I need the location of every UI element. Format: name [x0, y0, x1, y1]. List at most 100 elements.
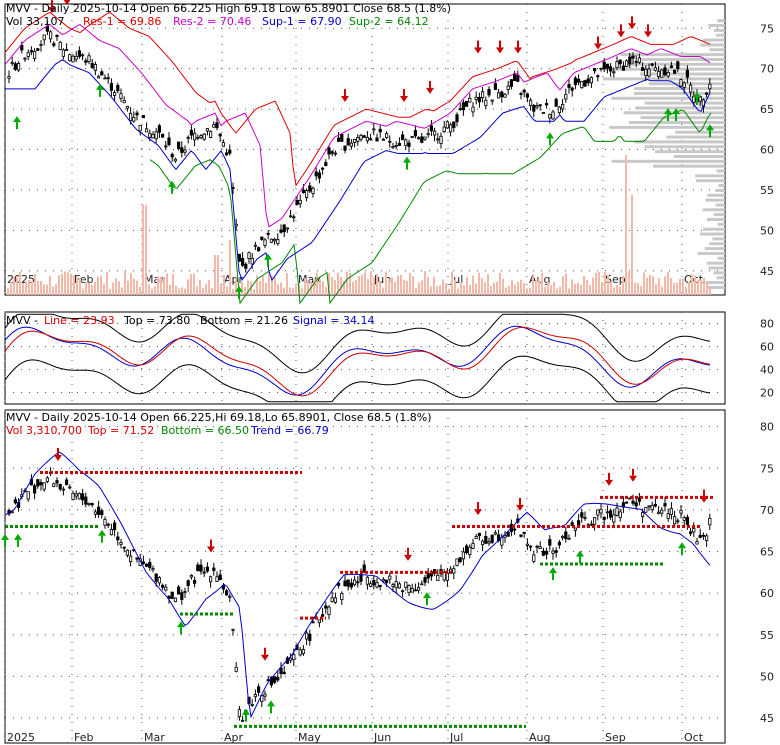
volume-bar	[244, 287, 246, 295]
candle-body	[506, 532, 510, 537]
y-tick-label: 75	[760, 462, 774, 475]
candle-body	[657, 71, 661, 77]
candle-body	[324, 162, 328, 166]
candle-body	[144, 563, 149, 567]
volume-bar	[187, 279, 189, 295]
candle-body	[324, 605, 328, 609]
osc-line	[4, 326, 711, 397]
candle-body	[535, 105, 539, 108]
candle-body	[689, 531, 693, 534]
volume-profile-bar	[697, 251, 725, 255]
volume-bar	[121, 287, 123, 295]
candle-body	[378, 128, 382, 133]
volume-bar	[517, 281, 519, 295]
volume-bar	[526, 288, 528, 295]
volume-profile-bar	[712, 237, 725, 241]
volume-bar	[61, 273, 63, 295]
volume-bar	[151, 288, 153, 295]
candle-body	[692, 528, 696, 533]
candle-body	[615, 507, 619, 516]
candle-body	[65, 49, 69, 51]
candle-body	[36, 479, 40, 487]
volume-bar	[7, 288, 9, 295]
volume-bar	[361, 274, 363, 295]
price-panel: 455055606570752025FebMarAprMayJunJulAugS…	[4, 0, 774, 305]
volume-bar	[277, 284, 279, 295]
volume-bar	[451, 271, 453, 295]
volume-profile-bar	[644, 101, 725, 105]
candle-body	[311, 187, 315, 194]
candle-body	[77, 50, 81, 57]
y-tick-label: 75	[760, 22, 774, 35]
volume-bar	[223, 274, 225, 295]
candle-body	[224, 590, 229, 596]
candle-body	[637, 57, 642, 63]
candle-body	[410, 588, 414, 593]
volume-bar	[523, 283, 525, 295]
candle-body	[311, 621, 315, 624]
buy-arrow	[546, 132, 554, 139]
candle-body	[599, 508, 603, 514]
volume-bar	[337, 272, 339, 295]
candle-body	[416, 137, 421, 140]
candle-body	[573, 527, 578, 531]
volume-bar	[634, 282, 636, 295]
x-tick-label: Mar	[144, 273, 165, 286]
candle-body	[503, 535, 507, 538]
volume-bar	[685, 286, 687, 295]
candle-body	[423, 136, 427, 140]
candle-body	[349, 142, 354, 147]
candle-body	[708, 83, 712, 90]
volume-profile-bar	[648, 82, 725, 86]
volume-bar	[175, 285, 177, 295]
candle-body	[87, 502, 91, 505]
candle-body	[16, 62, 21, 71]
candle-body	[234, 666, 238, 672]
volume-bar	[529, 287, 531, 295]
volume-bar	[163, 277, 165, 295]
volume-bar	[610, 281, 612, 295]
candle-body	[263, 239, 267, 246]
volume-profile-bar	[713, 271, 725, 275]
volume-bar	[394, 281, 396, 295]
volume-profile-bar	[634, 91, 725, 95]
sell-arrow	[63, 0, 71, 5]
candle-body	[407, 585, 411, 594]
volume-bar	[628, 271, 630, 295]
candle-body	[7, 76, 11, 79]
volume-bar	[64, 271, 66, 295]
volume-bar	[670, 278, 672, 295]
volume-bar	[703, 278, 705, 295]
candle-body	[141, 115, 145, 119]
candle-body	[554, 550, 558, 553]
volume-bar	[262, 275, 264, 295]
candle-body	[250, 704, 254, 706]
volume-bar	[55, 284, 57, 295]
volume-bar	[367, 279, 369, 295]
candle-body	[705, 535, 709, 541]
candle-body	[202, 133, 206, 140]
candle-body	[68, 486, 72, 489]
candle-body	[304, 190, 309, 198]
volume-bar	[352, 281, 354, 295]
volume-bar	[538, 279, 540, 295]
candle-body	[529, 545, 533, 548]
volume-bar	[88, 282, 90, 295]
candle-body	[509, 79, 514, 87]
volume-profile-bar	[703, 227, 725, 231]
volume-profile-bar	[716, 33, 725, 37]
candle-body	[148, 132, 152, 138]
volume-bar	[583, 275, 585, 295]
candle-body	[493, 83, 498, 90]
candle-body	[577, 78, 581, 83]
candle-body	[413, 130, 418, 137]
candle-body	[448, 124, 453, 133]
volume-bar	[43, 284, 45, 295]
volume-profile-bar	[707, 285, 725, 289]
volume-bar	[124, 271, 126, 295]
candle-body	[320, 614, 325, 617]
volume-bar	[112, 282, 114, 295]
sell-arrow	[617, 31, 625, 38]
volume-bar	[214, 255, 216, 295]
candle-body	[170, 153, 174, 158]
